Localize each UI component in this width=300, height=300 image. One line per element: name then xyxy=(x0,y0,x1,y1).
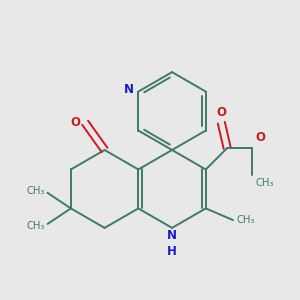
Text: CH₃: CH₃ xyxy=(256,178,274,188)
Text: O: O xyxy=(256,131,266,144)
Text: CH₃: CH₃ xyxy=(26,186,44,196)
Text: H: H xyxy=(167,245,177,258)
Text: CH₃: CH₃ xyxy=(26,221,44,231)
Text: O: O xyxy=(216,106,226,118)
Text: CH₃: CH₃ xyxy=(236,215,254,225)
Text: N: N xyxy=(167,229,177,242)
Text: N: N xyxy=(124,83,134,96)
Text: O: O xyxy=(70,116,80,129)
